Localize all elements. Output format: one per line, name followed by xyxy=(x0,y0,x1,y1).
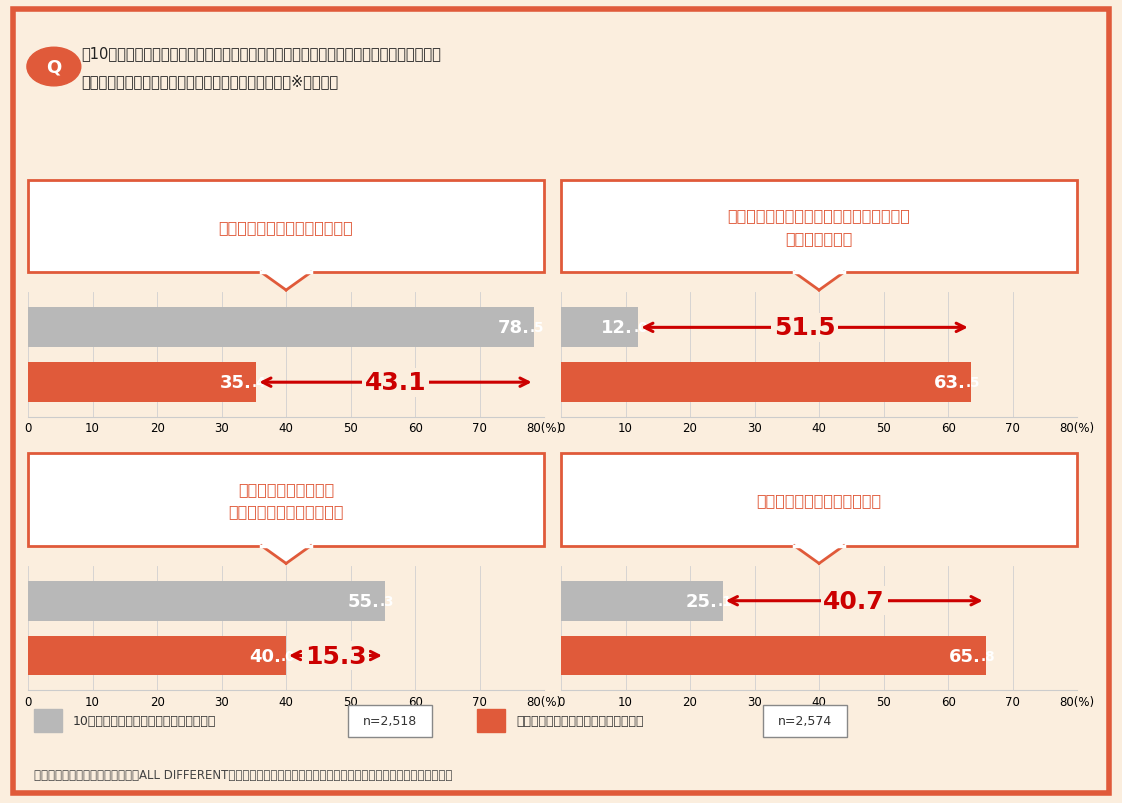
Text: .0: .0 xyxy=(280,649,295,662)
Text: それぞれ特に当てはまると思うものを選択ください　※一部抜粋: それぞれ特に当てはまると思うものを選択ください ※一部抜粋 xyxy=(81,74,338,89)
Text: n=2,518: n=2,518 xyxy=(362,714,417,728)
Bar xyxy=(561,581,723,621)
Bar xyxy=(28,581,385,621)
Circle shape xyxy=(27,48,81,87)
Text: Q: Q xyxy=(46,59,62,76)
Text: .8: .8 xyxy=(981,649,995,662)
Polygon shape xyxy=(261,273,311,291)
Text: 63.: 63. xyxy=(934,373,966,392)
Text: 非定型的な業務・プロジェクト型の業務で: 非定型的な業務・プロジェクト型の業務で xyxy=(728,208,910,223)
Polygon shape xyxy=(261,546,311,564)
Text: 自ら現場で判断し、行動する: 自ら現場で判断し、行動する xyxy=(756,492,882,507)
FancyBboxPatch shape xyxy=(28,181,544,273)
Bar xyxy=(28,308,534,348)
Text: 40.: 40. xyxy=(249,646,280,665)
Text: 現在、一般社員に期待されていること: 現在、一般社員に期待されていること xyxy=(516,714,644,728)
FancyBboxPatch shape xyxy=(561,454,1077,546)
Bar xyxy=(28,363,257,402)
Text: 55.: 55. xyxy=(348,592,379,610)
Text: .3: .3 xyxy=(379,594,394,608)
FancyBboxPatch shape xyxy=(763,705,847,737)
Text: こまめに確認し、行動する: こまめに確認し、行動する xyxy=(229,503,343,519)
Text: 35.: 35. xyxy=(220,373,251,392)
Text: 上位層の方針や判断を: 上位層の方針や判断を xyxy=(238,481,334,496)
Text: 15.3: 15.3 xyxy=(305,644,366,668)
Polygon shape xyxy=(794,546,844,564)
Text: .5: .5 xyxy=(530,321,544,335)
Text: 12.: 12. xyxy=(601,319,633,337)
Bar xyxy=(561,363,971,402)
Bar xyxy=(34,710,62,732)
Text: 78.: 78. xyxy=(497,319,530,337)
Bar xyxy=(561,636,985,675)
Text: 51.5: 51.5 xyxy=(774,316,836,340)
FancyBboxPatch shape xyxy=(28,454,544,546)
Bar xyxy=(28,636,286,675)
Text: 10年前、一般社員に期待されていたこと: 10年前、一般社員に期待されていたこと xyxy=(73,714,217,728)
Polygon shape xyxy=(794,273,844,291)
Text: .1: .1 xyxy=(718,594,733,608)
Text: 43.1: 43.1 xyxy=(365,371,426,395)
Text: n=2,574: n=2,574 xyxy=(778,714,833,728)
Text: 40.7: 40.7 xyxy=(824,589,885,613)
Text: .5: .5 xyxy=(966,376,980,389)
Text: 定型的な業務を確実に遂行する: 定型的な業務を確実に遂行する xyxy=(219,219,353,234)
Text: 25.: 25. xyxy=(686,592,718,610)
Text: 役割を遂行する: 役割を遂行する xyxy=(785,230,853,246)
Bar xyxy=(561,308,638,348)
FancyBboxPatch shape xyxy=(561,181,1077,273)
FancyBboxPatch shape xyxy=(348,705,432,737)
Text: 10年前、一般社員に期待されていたこと」「現在、一般社員に期待されていること」を: 10年前、一般社員に期待されていたこと」「現在、一般社員に期待されていること」を xyxy=(81,47,441,62)
Bar xyxy=(477,710,505,732)
Text: ラーニングエージェンシー（現・ALL DIFFERENT）「一般社員（非管理職）に期待されることの変化に関する調査」より: ラーニングエージェンシー（現・ALL DIFFERENT）「一般社員（非管理職）… xyxy=(34,768,452,781)
Text: .0: .0 xyxy=(633,321,647,335)
Text: 65.: 65. xyxy=(948,646,981,665)
Text: .4: .4 xyxy=(251,376,266,389)
